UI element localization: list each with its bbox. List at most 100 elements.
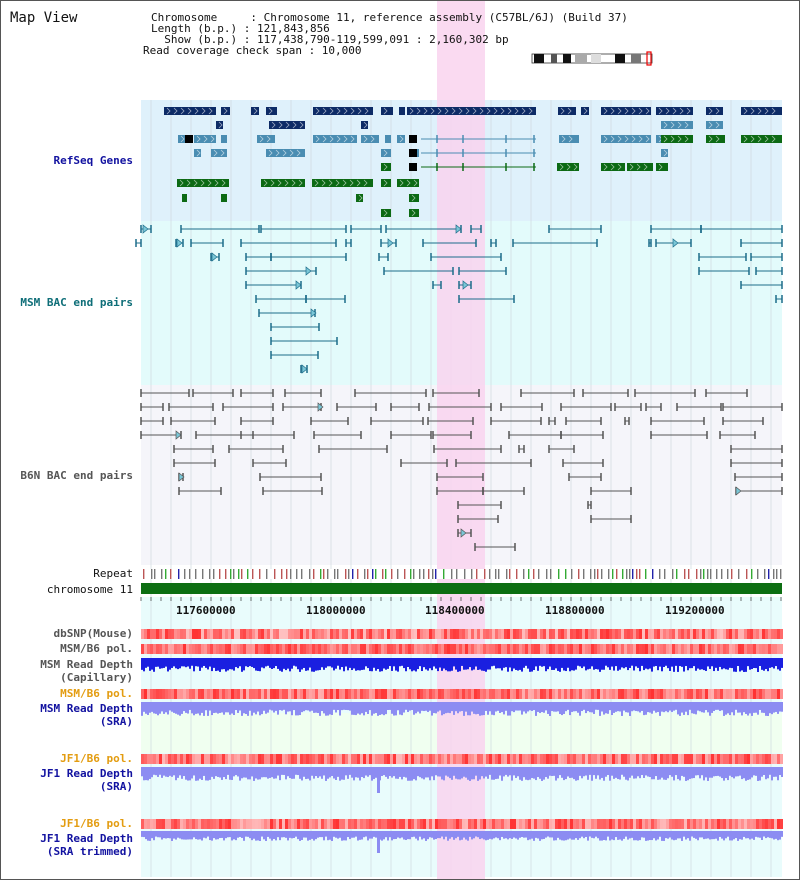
depth-bar xyxy=(467,831,469,841)
depth-bar xyxy=(165,767,167,777)
heat-cell xyxy=(639,819,642,829)
depth-bar xyxy=(603,831,605,840)
track-label-msm-read-depth-capillary[interactable]: MSM Read Depth (Capillary) xyxy=(40,658,133,684)
track-label-msm-bac[interactable]: MSM BAC end pairs xyxy=(20,296,133,309)
depth-bar xyxy=(679,658,681,667)
heat-cell xyxy=(651,819,654,829)
track-label-repeat[interactable]: Repeat xyxy=(93,567,133,580)
track-label-jf1-read-depth-trimmed[interactable]: JF1 Read Depth (SRA trimmed) xyxy=(40,832,133,858)
heat-cell xyxy=(543,754,546,764)
track-label-refseq[interactable]: RefSeq Genes xyxy=(53,154,133,167)
depth-bar xyxy=(757,831,759,838)
heat-cell xyxy=(588,689,591,699)
depth-bar xyxy=(187,767,189,781)
gene-strand-chevron xyxy=(350,107,355,115)
depth-bar xyxy=(263,658,265,669)
depth-bar xyxy=(441,658,443,671)
depth-bar xyxy=(363,767,365,779)
depth-bar xyxy=(753,702,755,713)
depth-bar xyxy=(419,831,421,837)
depth-bar xyxy=(275,767,277,779)
b6n-bac-pair xyxy=(548,445,575,453)
heat-cell xyxy=(342,754,345,764)
track-label-msm-b6-pol-2[interactable]: MSM/B6 pol. xyxy=(60,687,133,700)
depth-bar xyxy=(225,831,227,839)
depth-bar xyxy=(625,831,627,837)
b6n-bac-pair xyxy=(500,403,543,411)
gene-strand-chevron xyxy=(321,179,326,187)
heat-cell xyxy=(534,644,537,654)
repeat-track-bg xyxy=(141,569,782,579)
heat-cell xyxy=(321,819,324,829)
depth-bar xyxy=(409,831,411,840)
depth-bar xyxy=(557,831,559,838)
repeat-mark xyxy=(313,569,315,579)
b6n-bac-pair xyxy=(228,445,284,453)
track-label-chromosome[interactable]: chromosome 11 xyxy=(46,583,133,596)
depth-bar xyxy=(745,702,747,714)
heat-cell xyxy=(525,754,528,764)
depth-bar xyxy=(253,702,255,713)
depth-bar xyxy=(227,658,229,671)
depth-bar xyxy=(289,767,291,779)
gene-strand-chevron xyxy=(193,179,198,187)
track-label-msm-b6-pol-1[interactable]: MSM/B6 pol. xyxy=(60,642,133,655)
track-label-msm-read-depth-sra[interactable]: MSM Read Depth (SRA) xyxy=(40,702,133,728)
heat-cell xyxy=(636,629,639,639)
depth-bar xyxy=(675,658,677,666)
heat-cell xyxy=(474,644,477,654)
gene-exon xyxy=(399,107,405,115)
depth-bar xyxy=(629,767,631,778)
depth-bar xyxy=(549,767,551,776)
repeat-mark xyxy=(364,569,366,579)
track-label-jf1-b6-pol-2[interactable]: JF1/B6 pol. xyxy=(60,817,133,830)
depth-bar xyxy=(285,831,287,838)
b6n-bac-pair xyxy=(582,389,629,397)
heat-cell xyxy=(549,754,552,764)
depth-bar xyxy=(445,831,447,837)
track-label-b6n-bac[interactable]: B6N BAC end pairs xyxy=(20,469,133,482)
depth-bar xyxy=(687,767,689,781)
depth-bar xyxy=(415,831,417,839)
heat-cell xyxy=(624,754,627,764)
depth-bar xyxy=(311,767,313,776)
heat-cell xyxy=(738,629,741,639)
heat-cell xyxy=(531,689,534,699)
depth-bar xyxy=(159,831,161,838)
depth-bar xyxy=(425,702,427,711)
heat-cell xyxy=(390,644,393,654)
depth-bar xyxy=(455,831,457,839)
depth-bar xyxy=(563,831,565,841)
depth-bar xyxy=(159,767,161,775)
heat-cell xyxy=(372,644,375,654)
heat-cell xyxy=(600,689,603,699)
depth-bar xyxy=(259,831,261,841)
b6n-bac-pair xyxy=(390,431,432,439)
depth-bar xyxy=(215,658,217,672)
depth-bar xyxy=(249,658,251,667)
depth-bar xyxy=(659,702,661,716)
track-label-jf1-b6-pol-1[interactable]: JF1/B6 pol. xyxy=(60,752,133,765)
gene-exon xyxy=(397,179,419,187)
gene-strand-chevron xyxy=(423,107,428,115)
depth-bar xyxy=(193,702,195,716)
heat-cell xyxy=(153,644,156,654)
heat-cell xyxy=(153,689,156,699)
depth-bar xyxy=(711,831,713,840)
label-line: (SRA trimmed) xyxy=(46,845,133,858)
depth-bar xyxy=(175,702,177,714)
heat-cell xyxy=(405,819,408,829)
heat-cell xyxy=(261,629,264,639)
track-label-jf1-read-depth-sra[interactable]: JF1 Read Depth (SRA) xyxy=(40,767,133,793)
heat-cell xyxy=(654,754,657,764)
heat-cell xyxy=(243,689,246,699)
depth-bar xyxy=(555,702,557,712)
depth-bar xyxy=(711,702,713,713)
heat-cell xyxy=(327,689,330,699)
track-label-dbsnp[interactable]: dbSNP(Mouse) xyxy=(53,627,133,640)
heat-cell xyxy=(402,629,405,639)
depth-bar xyxy=(707,702,709,713)
repeat-mark xyxy=(768,569,770,579)
heat-cell xyxy=(264,819,267,829)
heat-cell xyxy=(597,819,600,829)
